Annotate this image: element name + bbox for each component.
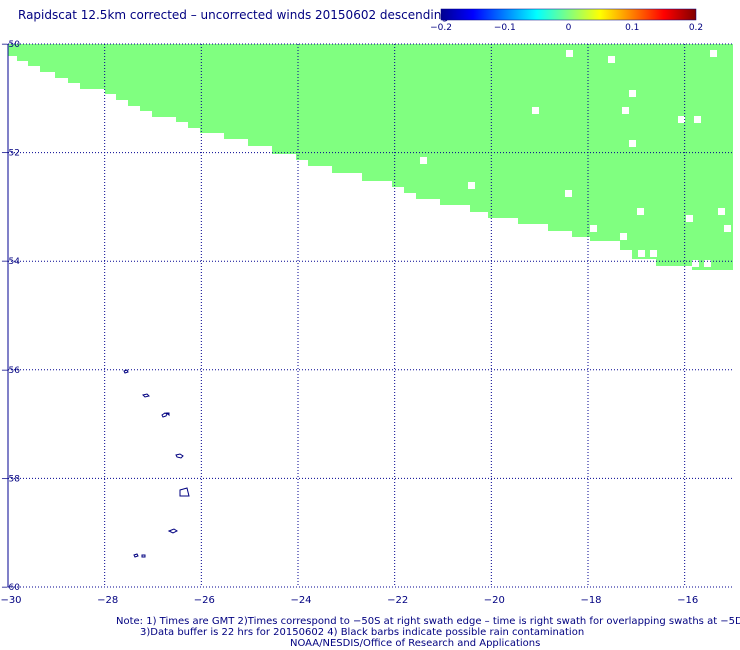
island-outline [179, 487, 190, 497]
data-gap-cell [710, 50, 717, 57]
note-line-1: Note: 1) Times are GMT 2)Times correspon… [116, 616, 740, 627]
island-outline [142, 393, 150, 398]
swath-gaps [420, 50, 731, 267]
island-outline [167, 528, 178, 534]
island-outline [161, 412, 170, 418]
data-gap-cell [650, 250, 657, 257]
note-line-2: 3)Data buffer is 22 hrs for 20150602 4) … [140, 627, 585, 638]
data-gap-cell [566, 50, 573, 57]
data-gap-cell [692, 260, 699, 267]
map-axes: −50 −52 −54 −56 −58 −60 −30 −28 −26 −24 −22 −20 −18 −… [0, 40, 698, 606]
data-gap-cell [608, 56, 615, 63]
colorbar-gradient [440, 8, 697, 21]
data-gap-cell [718, 208, 725, 215]
map-grid [8, 43, 733, 588]
data-gap-cell [724, 225, 731, 232]
data-gap-cell [686, 215, 693, 222]
colorbar-tick-label: −0.1 [494, 23, 516, 33]
latitude-tick-label: −60 [1, 583, 20, 593]
data-gap-cell [629, 90, 636, 97]
island-outlines [123, 369, 190, 558]
latitude-tick-label: −50 [1, 40, 20, 50]
data-gap-cell [532, 107, 539, 114]
latitude-tick-label: −54 [1, 257, 20, 267]
swath-area [8, 44, 733, 270]
longitude-tick-label: −16 [677, 595, 698, 606]
data-gap-cell [565, 190, 572, 197]
data-gap-cell [622, 107, 629, 114]
data-gap-cell [620, 233, 627, 240]
data-gap-cell [638, 250, 645, 257]
longitude-tick-label: −26 [194, 595, 215, 606]
colorbar-tick-label: 0.1 [625, 23, 639, 33]
data-gap-cell [637, 208, 644, 215]
note-line-3: NOAA/NESDIS/Office of Research and Appli… [290, 638, 541, 649]
data-gap-cell [629, 140, 636, 147]
data-gap-cell [678, 116, 685, 123]
longitude-tick-label: −28 [97, 595, 118, 606]
data-gap-cell [694, 116, 701, 123]
longitude-tick-label: −30 [0, 595, 21, 606]
plot-title: Rapidscat 12.5km corrected – uncorrected… [18, 8, 449, 22]
data-gap-cell [590, 225, 597, 232]
colorbar: −0.2 −0.1 0 0.1 0.2 [430, 8, 703, 33]
island-outline [175, 453, 184, 459]
data-gap-cell [704, 260, 711, 267]
longitude-tick-label: −22 [387, 595, 408, 606]
island-outline [133, 553, 146, 558]
island-outline [123, 369, 129, 374]
colorbar-tick-label: 0.2 [689, 23, 703, 33]
data-gap-cell [468, 182, 475, 189]
colorbar-tick-label: −0.2 [430, 23, 452, 33]
longitude-tick-label: −24 [290, 595, 311, 606]
data-gap-cell [420, 157, 427, 164]
swath-coverage [8, 44, 733, 270]
latitude-tick-label: −58 [1, 474, 20, 484]
colorbar-tick-label: 0 [566, 23, 572, 33]
latitude-tick-label: −52 [1, 149, 20, 159]
longitude-tick-label: −20 [484, 595, 505, 606]
longitude-tick-label: −18 [580, 595, 601, 606]
latitude-tick-label: −56 [1, 366, 20, 376]
